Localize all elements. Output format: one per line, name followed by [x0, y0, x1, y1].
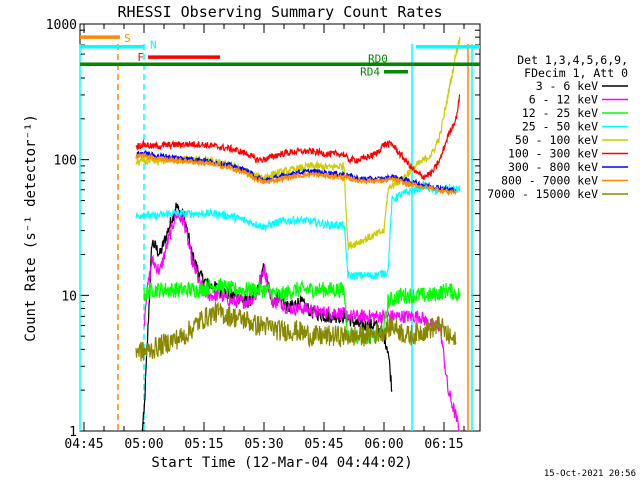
y-tick-labels: 1 10 100 1000: [46, 18, 77, 440]
vertical-markers: [79, 44, 473, 431]
legend-entry-label: 300 - 800 keV: [508, 160, 598, 174]
y-tick-label: 10: [61, 289, 77, 304]
y-axis-label: Count Rate (s⁻¹ detector⁻¹): [23, 114, 39, 342]
state-label: S: [124, 32, 131, 45]
legend-entry-label: 100 - 300 keV: [508, 147, 598, 161]
plot-frame: [79, 23, 481, 432]
series-6-12-kev-line: [143, 210, 460, 432]
legend-entry-label: 3 - 6 keV: [536, 79, 598, 93]
legend: Det 1,3,4,5,6,9,FDecim 1, Att 03 - 6 keV…: [487, 53, 628, 201]
state-label: F: [137, 51, 144, 64]
x-tick-label: 06:15: [424, 437, 463, 452]
axis-ticks: [80, 24, 480, 432]
state-label: N: [150, 39, 157, 52]
timestamp: 15-Oct-2021 20:56: [544, 469, 636, 479]
legend-header: FDecim 1, Att 0: [524, 66, 628, 80]
legend-entry-label: 6 - 12 keV: [529, 93, 598, 107]
y-tick-label: 1000: [46, 18, 77, 33]
x-tick-label: 05:30: [244, 437, 283, 452]
legend-header: Det 1,3,4,5,6,9,: [517, 53, 628, 67]
series-25-50-kev-line: [135, 180, 461, 282]
x-tick-label: 05:45: [304, 437, 343, 452]
state-label: RD4: [360, 66, 380, 79]
legend-entry-label: 50 - 100 keV: [515, 133, 598, 147]
legend-entry-label: 25 - 50 keV: [522, 120, 598, 134]
data-series: [135, 37, 461, 432]
legend-entry-label: 12 - 25 keV: [522, 106, 598, 120]
series-12-25-kev-line: [143, 277, 461, 345]
x-tick-label: 06:00: [364, 437, 403, 452]
chart-title: RHESSI Observing Summary Count Rates: [117, 3, 442, 21]
y-tick-label: 1: [69, 425, 77, 440]
series-7000-15000-kev-line: [135, 301, 457, 362]
x-tick-labels: 04:45 05:00 05:15 05:30 05:45 06:00 06:15: [64, 437, 463, 452]
y-tick-label: 100: [54, 154, 77, 169]
series-800-7000-kev-line: [135, 152, 457, 196]
x-tick-label: 05:00: [124, 437, 163, 452]
legend-entry-label: 800 - 7000 keV: [501, 174, 598, 188]
x-axis-label: Start Time (12-Mar-04 04:44:02): [151, 455, 412, 471]
x-tick-label: 05:15: [184, 437, 223, 452]
series-100-300-kev-line: [135, 94, 461, 180]
x-tick-label: 04:45: [64, 437, 103, 452]
state-label: RD0: [368, 52, 388, 65]
legend-entry-label: 7000 - 15000 keV: [487, 187, 598, 201]
